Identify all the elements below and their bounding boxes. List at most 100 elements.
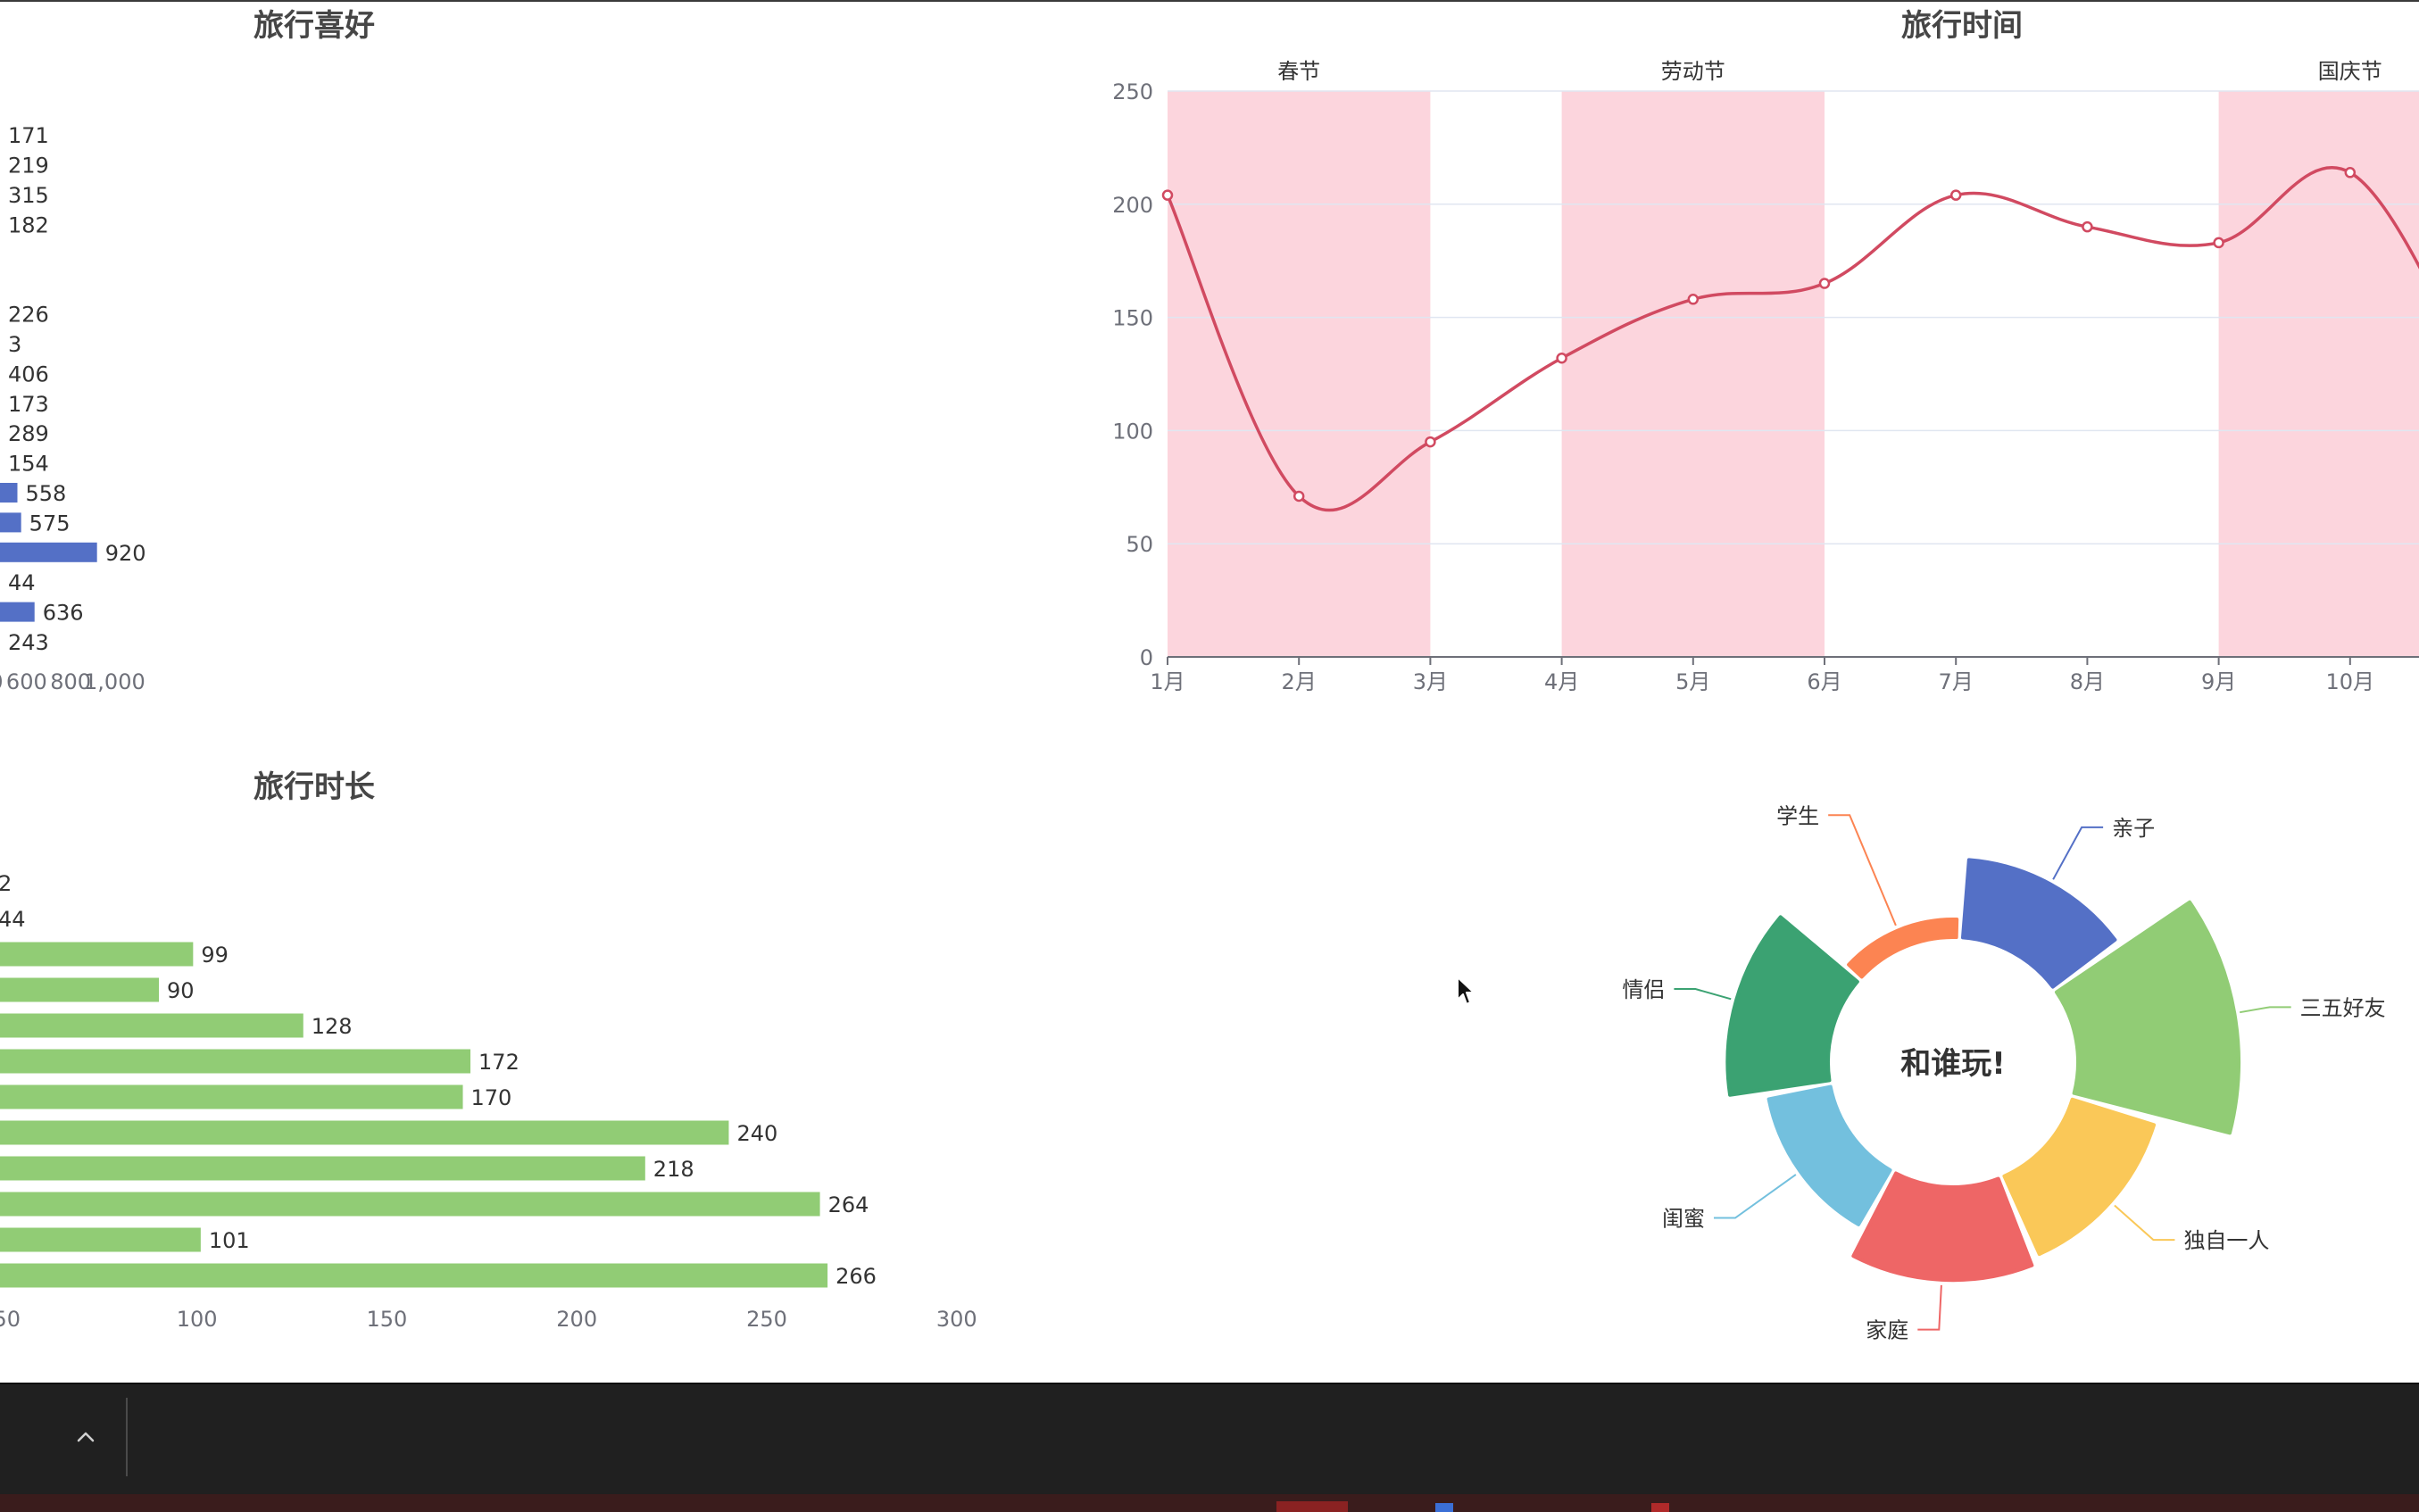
pie-slice [2002,1097,2157,1257]
data-label: 128 [312,1014,353,1039]
data-label: 173 [8,392,49,417]
data-label: 636 [43,601,84,626]
data-label: 170 [471,1085,512,1110]
slice-label: 情侣 [1622,977,1665,1002]
travel-time-chart: 旅行时间 春节 劳动节 国庆节 0 50 100 150 200 250 1月 2月 3月 4月 5月… [1112,8,2419,694]
data-point [1687,294,1700,305]
pie-slice [1960,858,2117,989]
data-label: 90 [167,978,195,1003]
y-tick-label: 200 [1112,193,1153,218]
slice-label: 独自一人 [2183,1228,2269,1253]
leader-line [2052,826,2104,880]
data-point [2344,167,2357,179]
x-tick-label: 7月 [1939,669,1974,694]
data-label: 266 [835,1264,877,1289]
y-tick-label: 50 [1126,532,1153,557]
data-point [2213,237,2224,249]
tick-label: 600 [6,669,47,694]
tick-label: 100 [177,1307,218,1332]
leader-line [1674,988,1732,1001]
data-label: 154 [8,452,49,477]
data-label: 219 [8,154,49,179]
holiday-label: 春节 [1277,59,1320,84]
leader-line [1917,1284,1942,1331]
leader-line [1828,814,1897,926]
data-label: 243 [8,630,49,655]
bar [0,512,21,533]
bar [0,1049,471,1074]
tick-label: 400 [0,669,3,694]
holiday-band [1561,91,1825,657]
slice-label: 亲子 [2112,816,2155,841]
bar [0,602,35,622]
pie-slice [1851,1171,2034,1283]
data-label: 218 [653,1157,694,1182]
data-label: 264 [828,1192,869,1217]
x-tick-label: 3月 [1413,669,1448,694]
holiday-band [2218,91,2419,657]
leader-line [2240,1006,2291,1014]
x-tick-label: 2月 [1282,669,1317,694]
series-line [1166,165,2419,512]
tick-label: 200 [556,1307,597,1332]
tick-label: 150 [366,1307,407,1332]
data-point [1161,189,1174,201]
pie-slice [1725,915,1859,1097]
bar [0,1227,201,1252]
bottom-strip [0,1494,2419,1512]
data-point [1949,189,1962,201]
x-tick-label: 10月 [2326,669,2375,694]
bar [0,977,160,1002]
data-label: 575 [29,511,71,536]
data-point [1556,352,1567,364]
bar [0,1192,820,1217]
holiday-band [1168,91,1431,657]
tick-label: 250 [746,1307,787,1332]
slice-label: 家庭 [1866,1318,1908,1343]
tick-label: 1,000 [84,669,145,694]
chart-title: 旅行时长 [254,769,375,805]
pie-center-label: 和谁玩! [1900,1046,2006,1082]
slice-label: 学生 [1776,803,1819,828]
leader-line [1713,1174,1797,1219]
data-label: 226 [8,303,49,328]
data-label: 558 [25,481,66,506]
data-label: 315 [8,183,49,208]
leader-line [2114,1204,2175,1242]
data-label: 99 [201,943,229,968]
x-tick-label: 1月 [1150,669,1185,694]
chevron-up-icon[interactable] [77,1432,95,1442]
data-label: 101 [209,1228,250,1253]
bar [0,542,97,562]
data-label: 172 [478,1050,520,1075]
data-point [1818,278,1831,289]
data-label: 406 [8,361,49,386]
tick-label: 50 [0,1307,21,1332]
data-label: 2 [0,871,12,896]
x-tick-label: 6月 [1807,669,1841,694]
travel-preference-chart: 旅行喜好 243 636 44 920 575 558 154 289 173 406 3 226 18… [0,8,375,694]
bar [0,1084,463,1109]
data-label: 920 [105,541,146,566]
x-tick-label: 9月 [2201,669,2236,694]
data-label: 44 [8,570,36,595]
data-label: 182 [8,212,49,237]
tick-label: 800 [50,669,91,694]
chart-title: 旅行时间 [1901,8,2023,44]
bar [0,942,194,967]
holiday-label: 国庆节 [2318,59,2382,84]
y-tick-label: 150 [1112,306,1153,331]
y-tick-label: 0 [1140,645,1153,670]
bar [0,483,18,503]
data-label: 289 [8,421,49,446]
data-label: 240 [736,1121,777,1146]
data-label: 3 [8,332,21,357]
tick-label: 300 [936,1307,977,1332]
chart-title: 旅行喜好 [254,8,375,44]
data-point [1293,490,1305,503]
bar [0,1156,645,1181]
taskbar [0,1383,2419,1512]
